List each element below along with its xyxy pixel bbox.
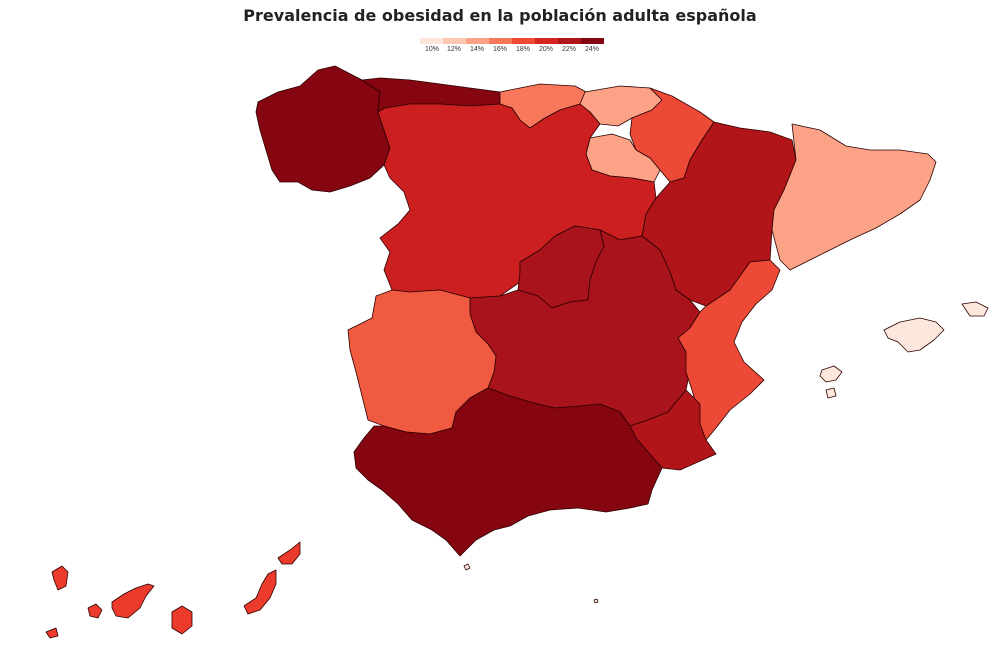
legend-swatch (512, 38, 535, 44)
map-title: Prevalencia de obesidad en la población … (243, 6, 757, 25)
region-comunidad-valenciana[interactable]: Comunidad Valenciana (677, 259, 781, 441)
region-andalucia[interactable]: Andalucía (353, 387, 663, 557)
legend-tick: 20% (538, 46, 554, 53)
legend-tick: 14% (469, 46, 485, 53)
legend-tick: 12% (446, 46, 462, 53)
legend-tick: 16% (492, 46, 508, 53)
legend-tick: 22% (561, 46, 577, 53)
legend-tick: 24% (584, 46, 600, 53)
legend-swatch (558, 38, 581, 44)
legend-ticks: 10% 12% 14% 16% 18% 20% 22% 24% (420, 46, 604, 58)
region-murcia[interactable]: Murcia (629, 389, 717, 471)
legend-tick: 10% (424, 46, 440, 53)
region-navarra[interactable]: Navarra (629, 87, 715, 183)
region-melilla[interactable]: Melilla (593, 598, 599, 604)
legend-swatch (443, 38, 466, 44)
legend-tick: 18% (515, 46, 531, 53)
legend-swatch (535, 38, 558, 44)
legend-swatch (420, 38, 443, 44)
legend-swatch (489, 38, 512, 44)
region-canarias[interactable]: Canarias (45, 541, 301, 639)
region-ceuta[interactable]: Ceuta (463, 563, 471, 571)
legend-color-bar (420, 38, 604, 44)
legend-swatch (466, 38, 489, 44)
color-legend: 10% 12% 14% 16% 18% 20% 22% 24% (420, 38, 604, 58)
legend-swatch (581, 38, 604, 44)
region-islas-baleares[interactable]: Islas Baleares (819, 301, 989, 399)
region-galicia[interactable]: Galicia (255, 65, 391, 193)
region-cataluna[interactable]: Cataluña (771, 123, 937, 271)
